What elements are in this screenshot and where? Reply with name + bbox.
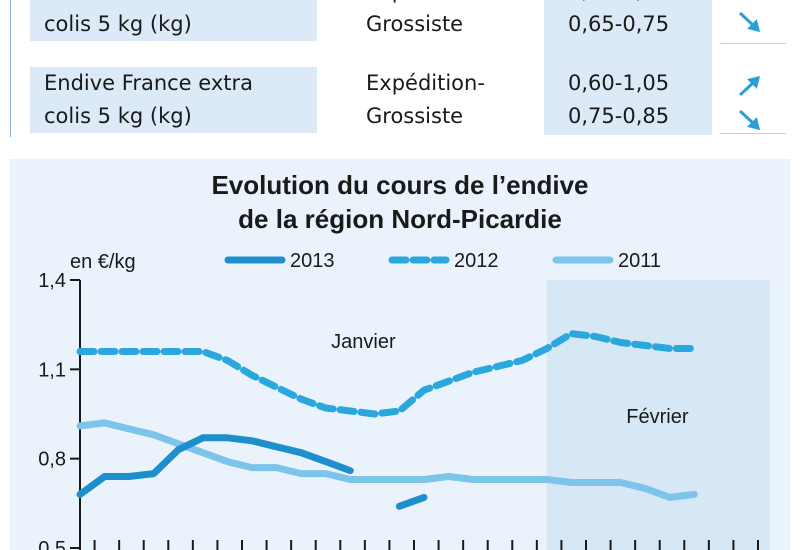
price-table: Endive France cat. I colis 5 kg (kg) Exp… xyxy=(0,0,800,140)
trend-cell xyxy=(738,11,761,33)
price-cell: 0,45-0,60 0,65-0,75 xyxy=(544,0,712,41)
price-range: 0,65-0,75 xyxy=(568,12,670,36)
price-cell: 0,60-1,05 0,75-0,85 xyxy=(544,67,712,133)
y-axis-label: en €/kg xyxy=(70,251,136,273)
y-tick-label: 1,4 xyxy=(38,270,66,292)
table-row: Endive France extra colis 5 kg (kg) Expé… xyxy=(30,67,790,133)
trend-cell xyxy=(738,75,761,131)
up-right-arrow-icon xyxy=(738,75,761,97)
price-range: 0,75-0,85 xyxy=(568,104,670,128)
product-name: Endive France extra xyxy=(44,71,253,95)
legend-label: 2012 xyxy=(454,250,499,272)
price-range: 0,45-0,60 xyxy=(568,0,712,8)
trend-separator xyxy=(720,43,786,44)
series-line-2012 xyxy=(76,330,698,418)
y-tick-label: 0,8 xyxy=(38,449,66,471)
trend-separator xyxy=(720,133,786,134)
stage-cell: Expédition- Grossiste xyxy=(366,0,546,41)
period-label: Janvier xyxy=(331,331,396,353)
period-label: Février xyxy=(626,406,689,428)
y-tick-label: 1,1 xyxy=(38,359,66,381)
stage-label: Expédition- xyxy=(366,0,546,8)
stage-label: Expédition- xyxy=(366,71,485,95)
chart-title: Evolution du cours de l’endive de la rég… xyxy=(10,168,790,236)
table-row: Endive France cat. I colis 5 kg (kg) Exp… xyxy=(30,0,790,41)
series-line-2013 xyxy=(76,434,354,498)
stage-cell: Expédition- Grossiste xyxy=(366,67,546,133)
price-range: 0,60-1,05 xyxy=(568,71,670,95)
table-left-rule xyxy=(10,0,11,137)
product-packaging: colis 5 kg (kg) xyxy=(44,12,192,36)
product-packaging: colis 5 kg (kg) xyxy=(44,104,192,128)
stage-label: Grossiste xyxy=(366,12,464,36)
product-name: Endive France cat. I xyxy=(44,0,317,8)
price-column-band xyxy=(544,0,712,135)
series-line-2013 xyxy=(395,493,428,510)
stage-label: Grossiste xyxy=(366,104,464,128)
february-band xyxy=(546,280,770,550)
legend-label: 2013 xyxy=(290,250,335,272)
chart-title-line: de la région Nord-Picardie xyxy=(238,204,562,234)
legend-label: 2011 xyxy=(618,250,661,272)
down-right-arrow-icon xyxy=(738,109,761,131)
product-cell: Endive France cat. I colis 5 kg (kg) xyxy=(30,0,317,41)
chart-title-line: Evolution du cours de l’endive xyxy=(211,170,589,200)
product-cell: Endive France extra colis 5 kg (kg) xyxy=(30,67,317,133)
y-tick-label: 0,5 xyxy=(38,538,66,550)
down-right-arrow-icon xyxy=(738,11,761,33)
